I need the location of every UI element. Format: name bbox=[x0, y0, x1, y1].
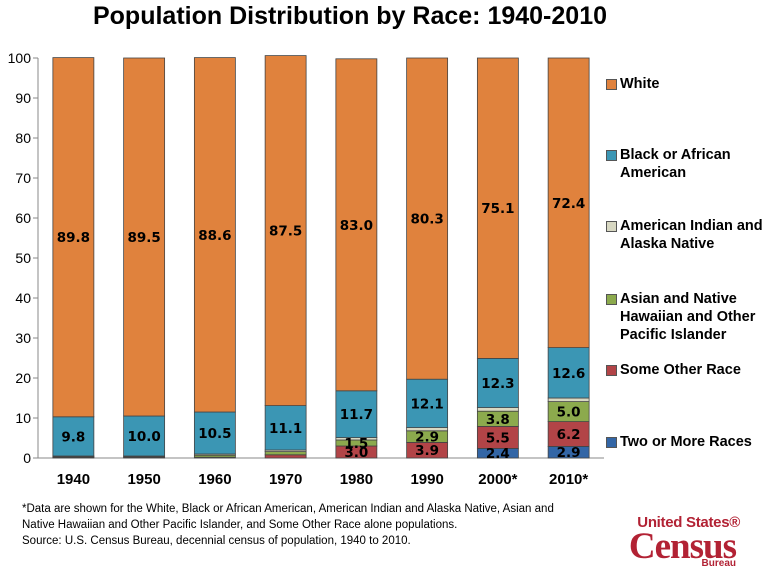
bar-segment bbox=[335, 390, 378, 438]
data-label: 5.0 bbox=[557, 405, 581, 421]
bar-segment bbox=[476, 57, 519, 359]
legend-label-asian: Asian and Native Hawaiian and Other Paci… bbox=[620, 291, 756, 343]
data-label: 89.5 bbox=[127, 230, 160, 246]
bar-segment bbox=[476, 407, 519, 412]
legend-label-two-or-more: Two or More Races bbox=[620, 434, 752, 450]
x-tick-label: 2000* bbox=[478, 471, 517, 488]
chart-title: Population Distribution by Race: 1940-20… bbox=[92, 2, 607, 30]
data-label: 12.1 bbox=[410, 396, 443, 412]
y-tick-label: 0 bbox=[23, 450, 31, 466]
y-tick-label: 20 bbox=[15, 370, 31, 386]
data-label: 89.8 bbox=[57, 230, 90, 246]
data-label: 80.3 bbox=[410, 212, 443, 228]
census-bureau-logo: United States® Census Bureau bbox=[604, 514, 754, 570]
data-label: 5.5 bbox=[486, 430, 510, 446]
legend-swatch-american-indian bbox=[606, 221, 617, 232]
x-tick-label: 1940 bbox=[57, 471, 90, 488]
data-label: 2.4 bbox=[486, 446, 510, 462]
x-tick-label: 1950 bbox=[127, 471, 160, 488]
data-label: 10.5 bbox=[198, 426, 231, 442]
bar-segment bbox=[264, 451, 307, 456]
bar-segment bbox=[547, 397, 590, 402]
legend-swatch-black bbox=[606, 150, 617, 161]
y-tick-label: 100 bbox=[8, 50, 32, 66]
legend-label-black: Black or African American bbox=[620, 147, 731, 181]
y-tick-label: 50 bbox=[15, 250, 31, 266]
y-tick-label: 90 bbox=[15, 90, 31, 106]
legend-swatch-two-or-more bbox=[606, 437, 617, 448]
bar-segment bbox=[264, 405, 307, 451]
legend-swatch-some-other-race bbox=[606, 365, 617, 376]
data-label: 75.1 bbox=[481, 201, 514, 217]
legend-swatch-white bbox=[606, 79, 617, 90]
footnote-line-1: *Data are shown for the White, Black or … bbox=[22, 503, 554, 515]
data-label: 3.8 bbox=[486, 412, 510, 428]
data-label: 72.4 bbox=[552, 196, 585, 212]
logo-united-states: United States® bbox=[637, 514, 740, 531]
y-tick-label: 40 bbox=[15, 290, 31, 306]
data-label: 87.5 bbox=[269, 224, 302, 240]
data-label: 1.5 bbox=[344, 436, 368, 452]
y-tick-label: 30 bbox=[15, 330, 31, 346]
bar-segment bbox=[123, 415, 166, 457]
x-tick-label: 2010* bbox=[549, 471, 588, 488]
legend-swatch-asian bbox=[606, 294, 617, 305]
bar-segment bbox=[406, 378, 449, 429]
bar-segment bbox=[264, 454, 307, 459]
bar-segment bbox=[52, 416, 95, 457]
data-label: 11.1 bbox=[269, 421, 302, 437]
legend-label-some-other-race: Some Other Race bbox=[620, 362, 741, 378]
bar-segment bbox=[547, 57, 590, 349]
x-tick-label: 1960 bbox=[198, 471, 231, 488]
x-tick-label: 1990 bbox=[410, 471, 443, 488]
data-label: 83.0 bbox=[340, 218, 373, 234]
legend-label-american-indian: American Indian and Alaska Native bbox=[620, 218, 763, 252]
data-label: 10.0 bbox=[127, 429, 160, 445]
legend-label-white: White bbox=[620, 76, 660, 92]
y-tick-label: 80 bbox=[15, 130, 31, 146]
y-tick-label: 70 bbox=[15, 170, 31, 186]
logo-census: Census bbox=[628, 526, 737, 567]
y-tick-label: 60 bbox=[15, 210, 31, 226]
bar-segment bbox=[547, 421, 590, 447]
data-label: 88.6 bbox=[198, 228, 231, 244]
bar-segment bbox=[335, 58, 378, 392]
data-label: 3.9 bbox=[415, 443, 439, 459]
data-label: 12.3 bbox=[481, 376, 514, 392]
data-label: 2.9 bbox=[415, 430, 439, 446]
bar-segment bbox=[193, 57, 236, 413]
bar-segment bbox=[476, 357, 519, 408]
logo-bureau: Bureau bbox=[701, 558, 736, 569]
y-tick-label: 10 bbox=[15, 410, 31, 426]
data-label: 9.8 bbox=[61, 429, 85, 445]
x-tick-label: 1980 bbox=[340, 471, 373, 488]
bar-segment bbox=[264, 55, 307, 406]
bar-segment bbox=[123, 57, 166, 417]
data-label: 3.0 bbox=[344, 445, 368, 461]
data-label: 11.7 bbox=[340, 407, 373, 423]
footnote-source: Source: U.S. Census Bureau, decennial ce… bbox=[22, 535, 411, 547]
bar-segment bbox=[52, 57, 95, 418]
data-label: 6.2 bbox=[557, 427, 581, 443]
bar-segment bbox=[193, 411, 236, 455]
data-label: 2.9 bbox=[557, 445, 581, 461]
footnote: *Data are shown for the White, Black or … bbox=[22, 501, 652, 549]
data-label: 12.6 bbox=[552, 366, 585, 382]
footnote-line-2: Native Hawaiian and Other Pacific Island… bbox=[22, 519, 458, 531]
x-tick-label: 1970 bbox=[269, 471, 302, 488]
bar-segment bbox=[406, 57, 449, 380]
